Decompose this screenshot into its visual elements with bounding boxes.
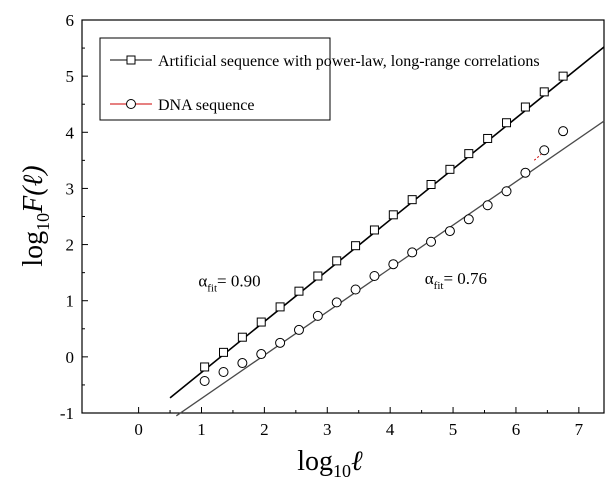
y-axis-base: log	[18, 231, 49, 267]
point-s1-11	[407, 247, 418, 258]
point-s0-8	[351, 241, 361, 251]
point-s0-4	[275, 302, 285, 312]
x-axis-title: log10ℓ	[297, 446, 363, 480]
x-tick-label-1: 1	[197, 420, 206, 439]
alpha-symbol-1: α	[425, 269, 434, 288]
point-s1-1	[218, 367, 229, 378]
point-s1-5	[293, 324, 304, 335]
point-s1-16	[501, 186, 512, 197]
point-s0-12	[426, 179, 436, 189]
y-tick-label-7: 6	[66, 11, 75, 30]
legend-box	[99, 37, 331, 121]
point-s0-7	[332, 256, 342, 266]
y-tick-label-5: 4	[66, 123, 75, 142]
x-tick-label-5: 5	[449, 420, 458, 439]
y-tick-label-0: -1	[60, 404, 74, 423]
point-s0-13	[445, 164, 455, 174]
point-s1-18	[539, 145, 550, 156]
alpha-fit-annotation-0: αfit= 0.90	[198, 272, 260, 295]
legend-marker-circle	[126, 99, 136, 109]
point-s0-10	[388, 210, 398, 220]
point-s0-15	[483, 133, 493, 143]
point-s1-15	[482, 200, 493, 211]
point-s0-9	[369, 225, 379, 235]
point-s0-5	[294, 286, 304, 296]
y-tick-label-1: 0	[66, 348, 75, 367]
point-s0-11	[407, 195, 417, 205]
point-s1-12	[426, 236, 437, 247]
y-axis-title: log10F(ℓ)	[18, 165, 53, 266]
y-tick-label-2: 1	[66, 292, 75, 311]
point-s0-0	[200, 362, 210, 372]
point-s1-19	[558, 126, 569, 137]
alpha-fit-annotation-1: αfit= 0.76	[425, 269, 487, 292]
x-axis-base: log	[297, 446, 333, 477]
alpha-sub-0: fit	[207, 283, 217, 295]
point-s0-2	[237, 332, 247, 342]
x-tick-label-6: 6	[512, 420, 521, 439]
x-axis-sub: 10	[333, 461, 351, 480]
point-s1-6	[312, 310, 323, 321]
alpha-value-1: = 0.76	[443, 269, 487, 288]
alpha-symbol-0: α	[198, 272, 207, 291]
x-tick-label-4: 4	[386, 420, 395, 439]
dna-connector	[533, 153, 542, 161]
point-s1-14	[463, 214, 474, 225]
point-s1-8	[350, 284, 361, 295]
markers	[199, 71, 569, 386]
point-s1-0	[199, 375, 210, 386]
ticks: 0 1 2 3 4 5 6 7 -1 0 1 2 3 4 5 6	[60, 11, 584, 439]
y-tick-label-4: 3	[66, 179, 75, 198]
alpha-value-0: = 0.90	[217, 272, 261, 291]
point-s1-10	[388, 259, 399, 270]
point-s1-9	[369, 271, 380, 282]
point-s0-17	[520, 102, 530, 112]
fit-line-1	[175, 120, 605, 417]
y-tick-label-3: 2	[66, 236, 75, 255]
x-tick-label-0: 0	[134, 420, 143, 439]
point-s0-3	[256, 317, 266, 327]
x-tick-label-3: 3	[323, 420, 332, 439]
point-s0-6	[313, 271, 323, 281]
y-tick-label-6: 5	[66, 67, 75, 86]
point-s1-3	[256, 349, 267, 360]
point-s0-16	[502, 118, 512, 128]
point-s1-17	[520, 167, 531, 178]
legend-label-dna: DNA sequence	[158, 97, 254, 114]
alpha-sub-1: fit	[434, 280, 444, 292]
legend-label-artificial: Artificial sequence with power-law, long…	[158, 53, 540, 70]
point-s1-2	[237, 358, 248, 369]
legend-marker-square	[126, 55, 136, 65]
point-s0-18	[539, 87, 549, 97]
point-s1-7	[331, 297, 342, 308]
x-tick-label-7: 7	[575, 420, 584, 439]
legend: Artificial sequence with power-law, long…	[99, 37, 540, 121]
x-tick-label-2: 2	[260, 420, 269, 439]
annotations: αfit= 0.90 αfit= 0.76	[198, 269, 487, 295]
point-s0-1	[219, 347, 229, 357]
y-axis-var: F(ℓ)	[18, 165, 49, 213]
point-s1-4	[275, 337, 286, 348]
point-s0-19	[558, 71, 568, 81]
x-axis-var: ℓ	[351, 446, 363, 477]
point-s0-14	[464, 149, 474, 159]
point-s1-13	[444, 226, 455, 237]
y-axis-sub: 10	[33, 213, 53, 231]
